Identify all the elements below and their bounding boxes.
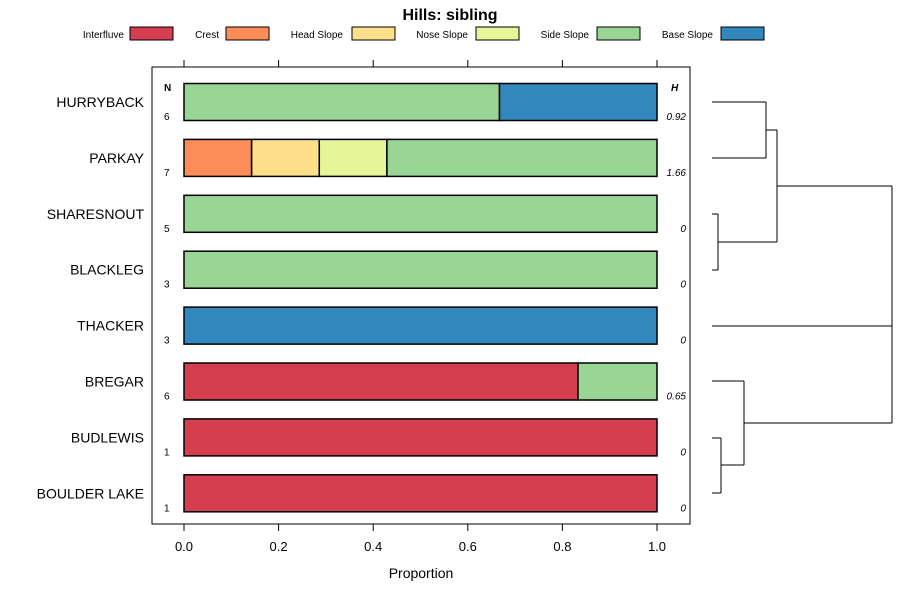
legend-swatch (225, 26, 270, 41)
bar-segment (577, 362, 658, 401)
legend-label: Nose Slope (416, 30, 468, 41)
category-label: BLACKLEG (70, 262, 144, 278)
n-value: 5 (164, 224, 170, 235)
category-label: SHARESNOUT (47, 206, 145, 222)
legend-swatch (720, 26, 765, 41)
n-value: 6 (164, 392, 170, 403)
bar-segment (183, 82, 501, 122)
bar-segment (183, 138, 253, 178)
category-label: BOULDER LAKE (37, 485, 144, 501)
category-label: THACKER (77, 318, 144, 334)
bars-layer (183, 82, 658, 513)
category-label: BREGAR (85, 374, 144, 390)
x-tick-label: 0.8 (553, 539, 571, 554)
bar-segment (386, 138, 658, 178)
plot-frame (151, 66, 691, 525)
h-value: 0 (680, 224, 686, 235)
legend: Interfluve Crest Head Slope Nose Slope Side … (83, 26, 765, 41)
bar-segment (183, 306, 658, 345)
legend-swatch (475, 26, 520, 41)
legend-label: Interfluve (83, 30, 125, 41)
n-value: 3 (164, 336, 170, 347)
h-value: 0 (680, 447, 686, 458)
h-value: 1.66 (667, 168, 687, 179)
x-axis: 0.0 0.2 0.4 0.6 0.8 1.0 (175, 60, 666, 554)
category-labels: HURRYBACK 6 0.92 PARKAY 7 1.66 SHARESNOUT 5 0 BLA… (37, 94, 687, 514)
bar-segment (183, 194, 658, 234)
n-value: 1 (164, 447, 170, 458)
h-column-header: H (671, 83, 679, 94)
h-value: 0 (680, 336, 686, 347)
n-value: 3 (164, 280, 170, 291)
n-value: 6 (164, 112, 170, 123)
h-value: 0 (680, 503, 686, 514)
category-label: BUDLEWIS (71, 429, 144, 445)
bar-segment (183, 418, 658, 457)
legend-label: Head Slope (291, 30, 344, 41)
bar-segment (183, 362, 579, 401)
n-column-header: N (164, 83, 171, 94)
legend-label: Side Slope (541, 30, 590, 41)
category-label: PARKAY (89, 150, 144, 166)
x-tick-label: 0.6 (459, 539, 477, 554)
x-tick-label: 0.0 (175, 539, 193, 554)
x-axis-title: Proportion (389, 565, 454, 581)
legend-label: Base Slope (662, 30, 714, 41)
legend-swatch (351, 26, 396, 41)
bar-segment (250, 138, 321, 178)
h-value: 0.92 (667, 112, 687, 123)
h-value: 0.65 (667, 392, 687, 403)
chart-title: Hills: sibling (402, 7, 497, 24)
legend-swatch (129, 26, 174, 41)
dendrogram (712, 101, 893, 494)
x-tick-label: 0.4 (364, 539, 382, 554)
legend-swatch (596, 26, 641, 41)
n-value: 1 (164, 503, 170, 514)
bar-segment (183, 474, 658, 513)
n-value: 7 (164, 168, 170, 179)
x-tick-label: 0.2 (270, 539, 288, 554)
bar-segment (498, 82, 658, 122)
bar-segment (183, 250, 658, 289)
bar-segment (318, 138, 388, 178)
legend-label: Crest (195, 30, 219, 41)
x-tick-label: 1.0 (648, 539, 666, 554)
h-value: 0 (680, 280, 686, 291)
category-label: HURRYBACK (56, 94, 144, 110)
